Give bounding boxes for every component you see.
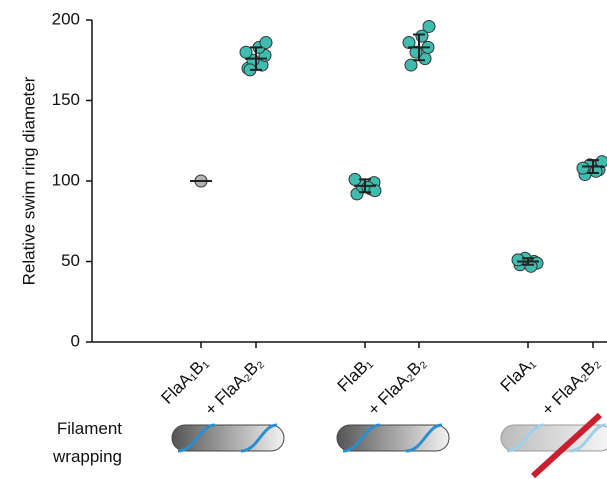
y-tick-label: 100 — [52, 170, 80, 189]
y-tick-label: 200 — [52, 9, 80, 28]
chart: Relative swim ring diameter Filament wra… — [0, 0, 607, 479]
y-tick-label: 50 — [61, 251, 80, 270]
y-axis-label: Relative swim ring diameter — [19, 76, 38, 285]
filament-icon-disrupted — [501, 415, 607, 476]
y-tick-label: 0 — [71, 331, 80, 350]
x-tick-label: + FlaA₂B₂ — [364, 353, 430, 419]
x-tick-label: FlaB₁ — [334, 353, 376, 395]
filament-icon — [172, 425, 284, 451]
filament-icon — [337, 425, 449, 451]
x-tick-label: + FlaA₂B₂ — [201, 353, 267, 419]
x-tick-label: + FlaA₂B₂ — [538, 353, 604, 419]
x-tick-label: FlaA₁ — [497, 353, 539, 395]
row-label: wrapping — [52, 447, 122, 466]
x-tick-label: FlaA₁B₁ — [158, 353, 212, 407]
data-point — [423, 20, 435, 32]
row-label: Filament — [57, 419, 122, 438]
y-tick-label: 150 — [52, 90, 80, 109]
